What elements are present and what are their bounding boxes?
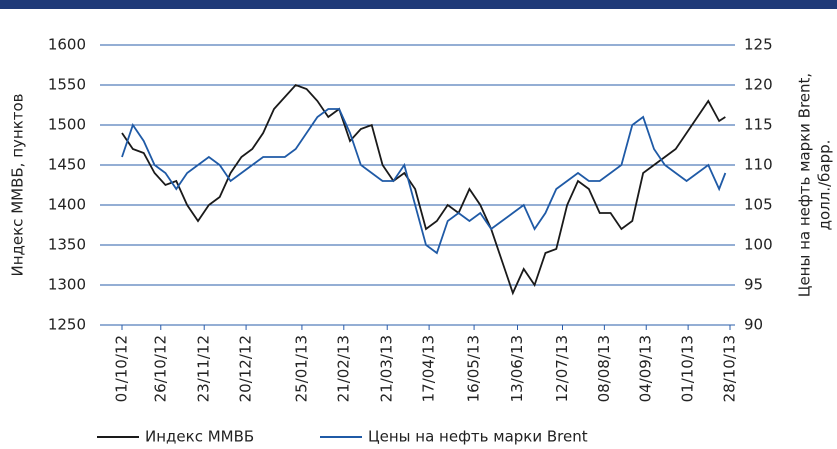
x-tick-label: 01/10/12 bbox=[113, 335, 131, 402]
y-axis-label: Индекс ММВБ, пунктов bbox=[9, 93, 27, 276]
y-tick-label: 1300 bbox=[48, 276, 86, 294]
y-tick-label: 1400 bbox=[48, 196, 86, 214]
x-tick-label: 20/12/12 bbox=[237, 335, 255, 402]
y-tick-label: 1600 bbox=[48, 36, 86, 54]
x-tick-label: 26/10/12 bbox=[151, 335, 169, 402]
top-bar bbox=[0, 0, 837, 9]
series-line bbox=[121, 83, 726, 296]
y-tick-label: 1500 bbox=[48, 116, 86, 134]
legend-label: Индекс ММВБ bbox=[145, 428, 254, 446]
series-line bbox=[121, 108, 727, 255]
y-tick-label: 1450 bbox=[48, 156, 86, 174]
y2-tick-label: 105 bbox=[744, 196, 773, 214]
x-tick-label: 17/04/13 bbox=[420, 335, 438, 402]
x-tick-label: 25/01/13 bbox=[292, 335, 310, 402]
y2-tick-label: 100 bbox=[744, 236, 773, 254]
x-tick-label: 12/07/13 bbox=[553, 335, 571, 402]
legend-label: Цены на нефть марки Brent bbox=[368, 428, 588, 446]
x-tick-label: 04/09/13 bbox=[637, 335, 655, 402]
x-tick-label: 21/02/13 bbox=[334, 335, 352, 402]
x-tick-label: 23/11/12 bbox=[195, 335, 213, 402]
y-tick-label: 1350 bbox=[48, 236, 86, 254]
y2-axis-label: Цены на нефть марки Brent, bbox=[796, 73, 814, 297]
y-tick-label: 1250 bbox=[48, 316, 86, 334]
y2-tick-label: 95 bbox=[744, 276, 763, 294]
x-tick-label: 08/08/13 bbox=[595, 335, 613, 402]
y2-tick-label: 90 bbox=[744, 316, 763, 334]
x-tick-label: 16/05/13 bbox=[465, 335, 483, 402]
x-tick-label: 28/10/13 bbox=[721, 335, 739, 402]
y2-tick-label: 115 bbox=[744, 116, 773, 134]
x-tick-label: 21/03/13 bbox=[378, 335, 396, 402]
y2-tick-label: 125 bbox=[744, 36, 773, 54]
y2-tick-label: 110 bbox=[744, 156, 773, 174]
y2-axis-label: долл./барр. bbox=[816, 140, 834, 231]
x-tick-label: 01/10/13 bbox=[679, 335, 697, 402]
x-tick-label: 13/06/13 bbox=[508, 335, 526, 402]
y-tick-label: 1550 bbox=[48, 76, 86, 94]
y2-tick-label: 120 bbox=[744, 76, 773, 94]
